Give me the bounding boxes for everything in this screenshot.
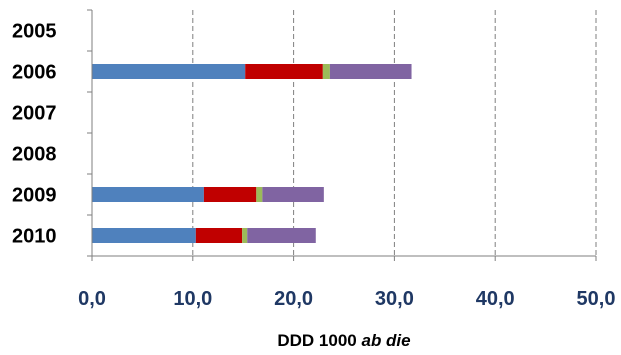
bar-stacks: [92, 64, 412, 243]
grid-lines: [192, 10, 597, 256]
category-label: 2005: [12, 21, 57, 43]
bar-segment: [203, 187, 257, 202]
bar-segment: [195, 228, 243, 243]
x-tick-label: 50,0: [577, 288, 616, 310]
bar-segment: [242, 228, 248, 243]
x-tick-label: 20,0: [274, 288, 313, 310]
x-axis-title: DDD 1000 ab die: [277, 331, 410, 350]
axes: [91, 10, 596, 257]
x-tick-label: 30,0: [375, 288, 414, 310]
category-label: 2010: [12, 226, 57, 248]
bar-segment: [92, 228, 196, 243]
x-axis-title-italic: ab die: [361, 331, 410, 350]
bar-segment: [329, 64, 412, 79]
category-labels: 2005 2006 2007 2008 2009 2010: [12, 9, 92, 257]
x-tick-label: 40,0: [476, 288, 515, 310]
bar-segment: [245, 64, 323, 79]
category-label: 2008: [12, 144, 57, 166]
bar-segment: [92, 187, 204, 202]
x-tick-label: 10,0: [173, 288, 212, 310]
category-label: 2007: [12, 103, 57, 125]
bar-segment: [92, 64, 246, 79]
x-tick-label: 0,0: [78, 288, 106, 310]
bar-segment: [247, 228, 316, 243]
x-axis-title-main: DDD 1000: [277, 331, 356, 350]
bar-segment: [256, 187, 263, 202]
category-label: 2006: [12, 62, 57, 84]
bar-segment: [322, 64, 330, 79]
x-tick-labels: 0,0 10,0 20,0 30,0 40,0 50,0: [78, 256, 615, 310]
category-label: 2009: [12, 185, 57, 207]
bar-segment: [262, 187, 324, 202]
